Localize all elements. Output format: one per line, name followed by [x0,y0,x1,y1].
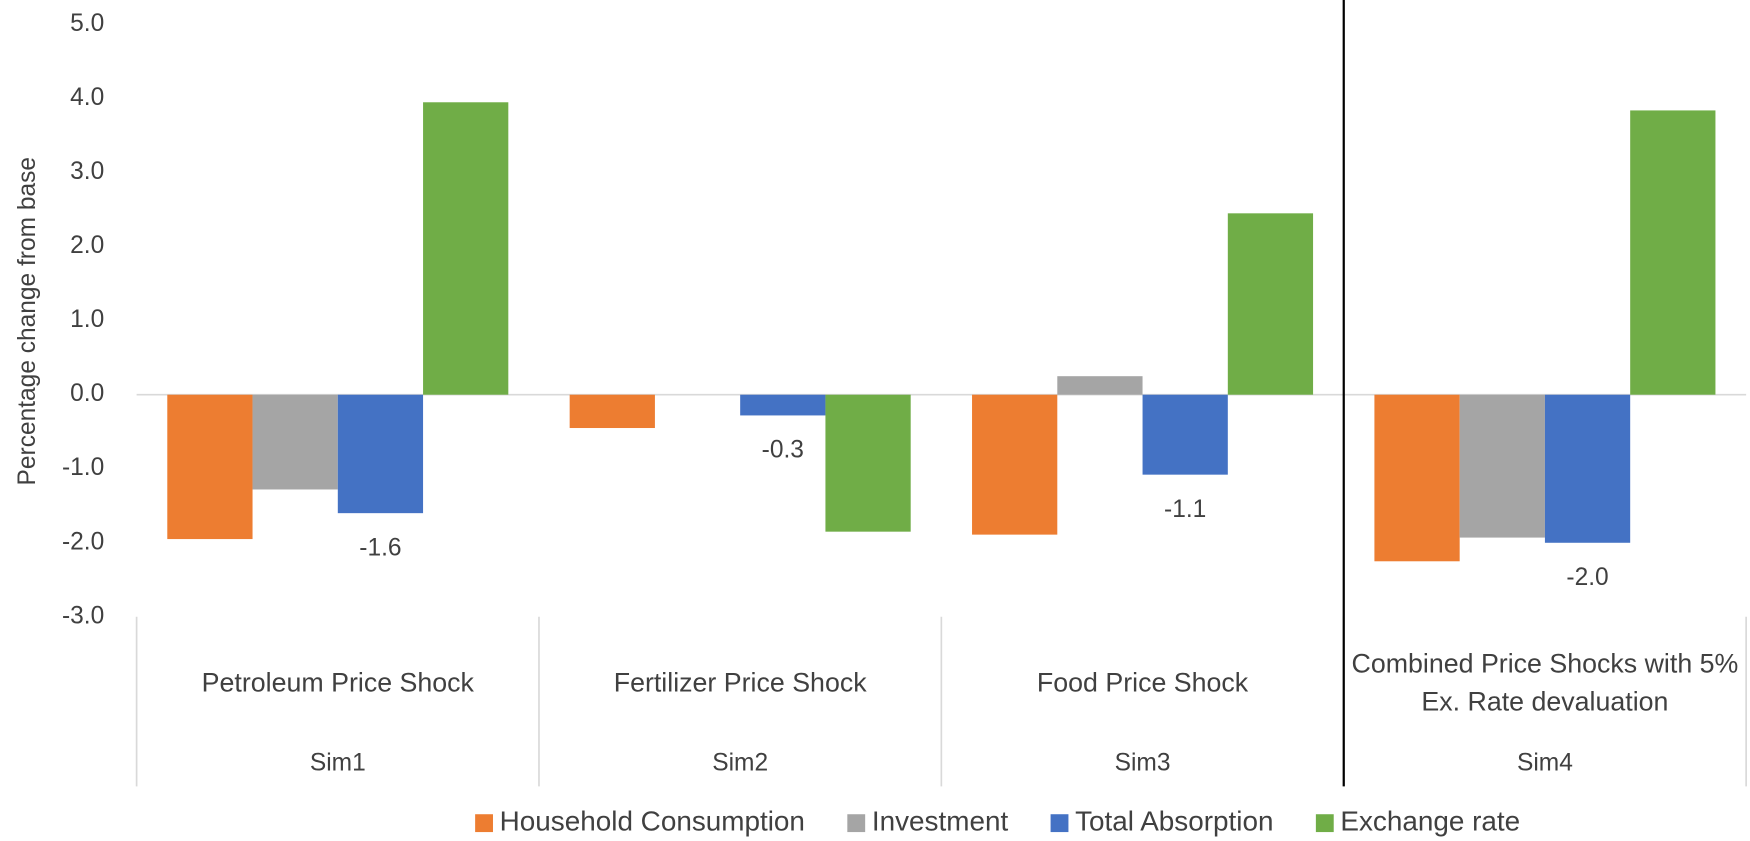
y-tick-label: 5.0 [70,10,104,37]
y-tick-label: 3.0 [70,158,104,185]
y-tick-label: 0.0 [70,380,104,407]
category-label-box: Food Price Shock [1036,667,1249,698]
data-label: -1.1 [1164,496,1206,523]
bar [1227,213,1314,395]
bar [1544,394,1631,543]
legend-swatch [475,814,493,833]
legend-swatch [1050,814,1069,833]
category-label-box: Fertilizer Price Shock [613,667,867,698]
y-tick-label: 4.0 [70,84,104,111]
bar [569,394,655,429]
bar [740,394,826,416]
bar [1630,110,1716,395]
legend: Household Consumption Investment Total Abs… [475,806,1520,837]
legend-swatch [1315,814,1334,833]
group-label: Sim3 [1115,750,1171,777]
bar [1057,376,1143,395]
category-label-box: Combined Price Shocks with 5% Ex. Rate d… [1351,648,1739,717]
y-axis-label: Percentage change from base [14,157,41,485]
category-label-box: Petroleum Price Shock [201,667,474,698]
data-label: -0.3 [762,437,804,464]
legend-label: Investment [872,806,1009,837]
legend-swatch [847,814,866,833]
category-label: Petroleum Price Shock [201,667,474,698]
legend-label: Household Consumption [500,806,805,837]
legend-label: Total Absorption [1075,806,1273,837]
bar [1374,394,1460,562]
bar [1459,394,1545,538]
group-label: Sim2 [712,750,768,777]
data-label: -2.0 [1566,564,1608,591]
group-label: Sim4 [1517,750,1573,777]
bar [337,394,424,514]
category-label: Fertilizer Price Shock [613,667,867,698]
y-tick-label: -1.0 [62,454,104,481]
data-label: -1.6 [359,534,401,561]
group-label: Sim1 [310,750,366,777]
legend-label: Exchange rate [1340,806,1520,837]
category-label: Food Price Shock [1036,667,1249,698]
bar [252,394,338,490]
y-tick-label: -3.0 [62,602,104,629]
y-tick-label: -2.0 [62,528,104,555]
bar [423,102,509,395]
category-label: Combined Price Shocks with 5% Ex. Rate d… [1351,648,1739,717]
y-tick-label: 2.0 [70,232,104,259]
bar [825,394,911,532]
bar [1142,394,1228,475]
bar [972,394,1058,535]
bar [167,394,253,540]
y-tick-label: 1.0 [70,306,104,333]
